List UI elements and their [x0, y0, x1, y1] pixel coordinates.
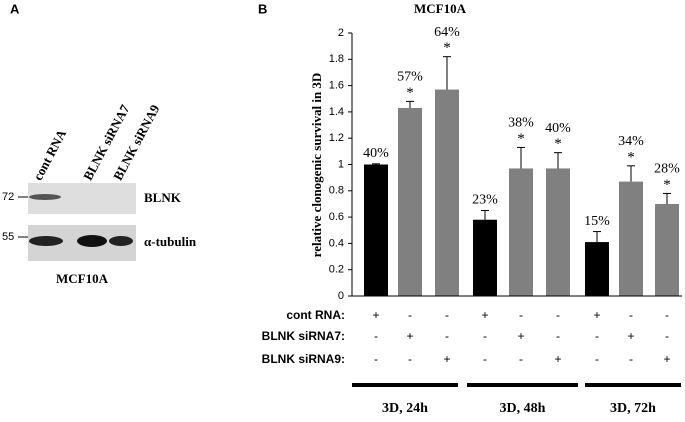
bar: [473, 219, 497, 296]
treatment-mark: -: [374, 352, 378, 366]
significance: *: [517, 131, 525, 147]
treatment-mark: +: [627, 329, 634, 343]
marker: 55: [2, 231, 14, 243]
bar: [435, 89, 459, 296]
group-label: 3D, 48h: [500, 401, 546, 416]
y-tick-label: 1.2: [329, 132, 344, 144]
treatment-mark: -: [483, 329, 487, 343]
treatment-mark: -: [665, 329, 669, 343]
lane-label: cont RNA: [30, 126, 69, 182]
treatment-mark: +: [481, 308, 488, 322]
treatment-mark: -: [408, 352, 412, 366]
bar: [655, 203, 679, 296]
y-tick-label: 0: [338, 290, 344, 302]
chart-title: MCF10A: [414, 1, 467, 16]
bar: [364, 164, 388, 296]
band: [29, 194, 61, 200]
y-tick-label: 1.4: [329, 106, 344, 118]
y-tick-label: 1.6: [329, 80, 344, 92]
y-tick-label: 0.6: [329, 211, 344, 223]
treatment-mark: -: [595, 329, 599, 343]
annotation: 15%: [584, 214, 610, 229]
group-label: 3D, 72h: [610, 401, 656, 416]
treatment-mark: +: [372, 308, 379, 322]
bar: [509, 168, 533, 296]
band: [29, 236, 63, 246]
cell-line: MCF10A: [56, 271, 109, 286]
treatment-mark: +: [443, 352, 450, 366]
significance: *: [663, 177, 671, 193]
y-tick-label: 0.2: [329, 264, 344, 276]
y-tick-label: 1.8: [329, 53, 344, 65]
significance: *: [406, 85, 414, 101]
band-label: α-tubulin: [144, 234, 197, 249]
treatment-mark: -: [374, 329, 378, 343]
treatment-mark: -: [519, 352, 523, 366]
treatment-mark: +: [593, 308, 600, 322]
treatment-mark: -: [408, 308, 412, 322]
marker: 72: [2, 191, 14, 203]
treatment-mark: +: [517, 329, 524, 343]
y-axis-label: relative clonogenic survival in 3D: [309, 73, 324, 258]
bar: [546, 168, 570, 296]
annotation: 34%: [618, 134, 644, 149]
significance: *: [627, 149, 635, 165]
treatment-mark: -: [445, 308, 449, 322]
annotation: 57%: [397, 70, 423, 85]
annotation: 40%: [363, 146, 389, 161]
treatment-mark: -: [665, 308, 669, 322]
treatment-mark: +: [406, 329, 413, 343]
annotation: 40%: [545, 121, 571, 136]
y-tick-label: 0.4: [329, 237, 344, 249]
annotation: 23%: [472, 193, 498, 208]
bar: [398, 107, 422, 296]
y-tick-label: 1: [338, 158, 344, 170]
bar: [585, 242, 609, 296]
treatment-mark: -: [445, 329, 449, 343]
treatment-label: BLNK siRNA7:: [262, 329, 345, 343]
annotation: 64%: [434, 25, 460, 40]
bar: [619, 181, 643, 296]
annotation: 38%: [508, 116, 534, 131]
treatment-mark: +: [663, 352, 670, 366]
treatment-mark: -: [556, 329, 560, 343]
band-label: BLNK: [144, 190, 182, 205]
treatment-label: BLNK siRNA9:: [262, 352, 345, 366]
significance: *: [554, 136, 562, 152]
treatment-mark: -: [519, 308, 523, 322]
treatment-mark: -: [556, 308, 560, 322]
treatment-mark: -: [629, 352, 633, 366]
treatment-mark: +: [554, 352, 561, 366]
significance: *: [443, 40, 451, 56]
y-tick-label: 2: [338, 27, 344, 39]
treatment-mark: -: [595, 352, 599, 366]
band: [77, 235, 107, 247]
treatment-mark: -: [629, 308, 633, 322]
y-tick-label: 0.8: [329, 185, 344, 197]
band: [109, 236, 133, 246]
treatment-mark: -: [483, 352, 487, 366]
treatment-label: cont RNA:: [286, 308, 345, 322]
panel-label: A: [10, 1, 20, 16]
annotation: 28%: [654, 162, 680, 177]
group-label: 3D, 24h: [382, 401, 428, 416]
panel-label: B: [258, 1, 267, 16]
